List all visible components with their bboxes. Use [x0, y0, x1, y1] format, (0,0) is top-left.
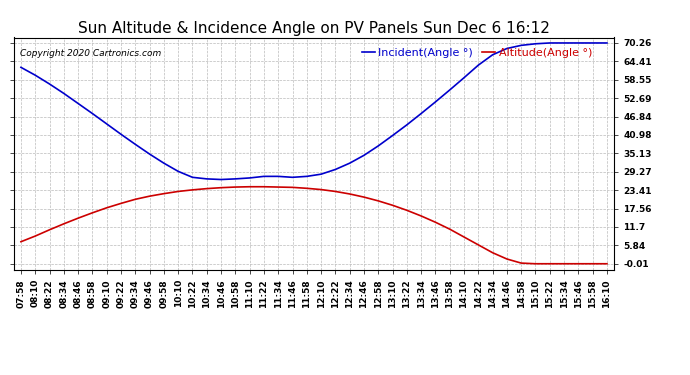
Title: Sun Altitude & Incidence Angle on PV Panels Sun Dec 6 16:12: Sun Altitude & Incidence Angle on PV Pan…	[78, 21, 550, 36]
Text: Copyright 2020 Cartronics.com: Copyright 2020 Cartronics.com	[20, 49, 161, 58]
Legend: Incident(Angle °), Altitude(Angle °): Incident(Angle °), Altitude(Angle °)	[357, 43, 597, 62]
